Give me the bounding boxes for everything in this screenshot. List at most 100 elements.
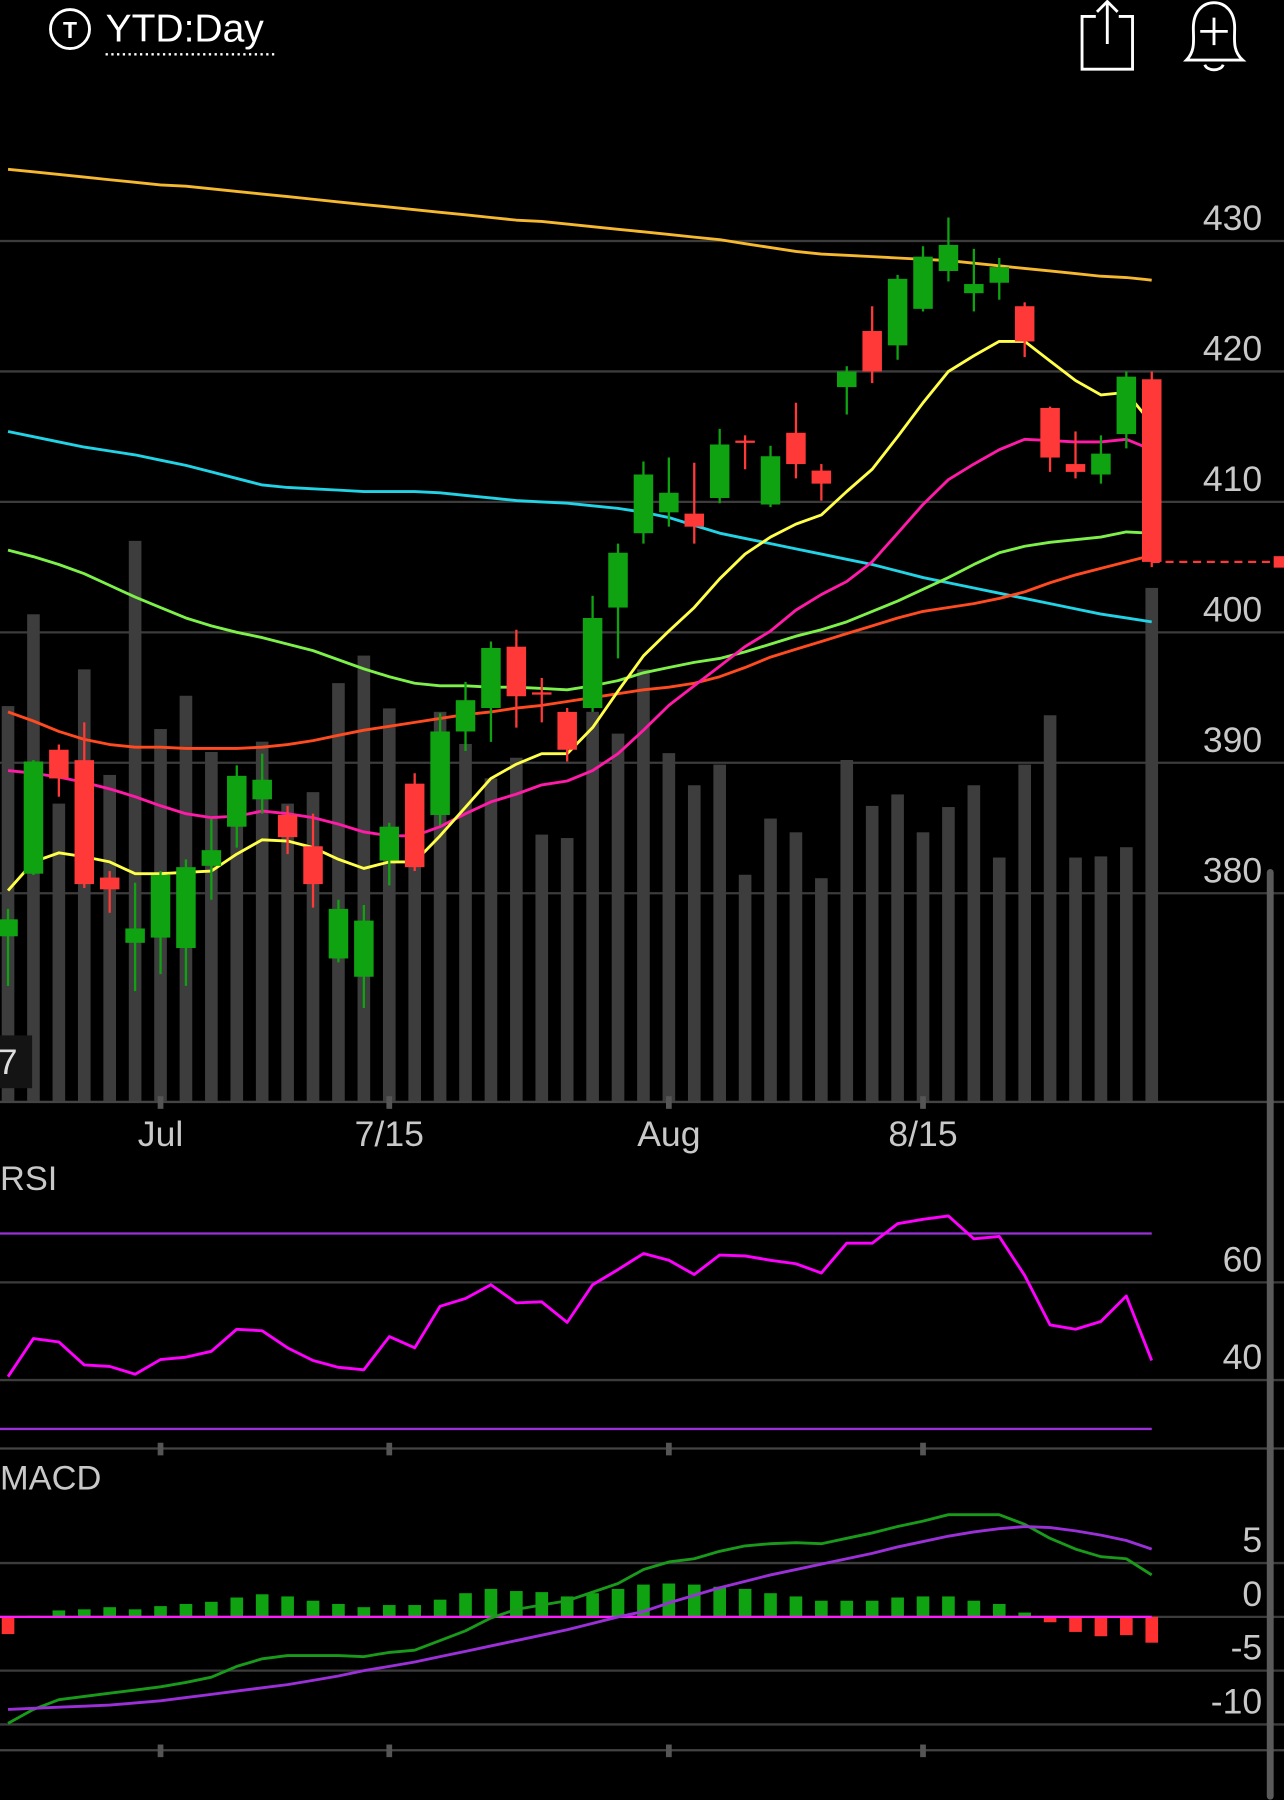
volume-bar bbox=[459, 743, 472, 1102]
candle-body bbox=[557, 711, 577, 750]
candle-body bbox=[760, 456, 781, 505]
candle-body bbox=[99, 877, 120, 890]
histogram-bar bbox=[103, 1607, 117, 1617]
alert-button[interactable] bbox=[1183, 1, 1247, 72]
histogram-bar bbox=[1120, 1616, 1133, 1636]
histogram-bar bbox=[992, 1603, 1006, 1617]
volume-bar bbox=[687, 785, 701, 1102]
histogram-bar bbox=[408, 1605, 422, 1617]
volume-bar bbox=[382, 708, 396, 1102]
y-tick-label: -5 bbox=[1231, 1628, 1263, 1668]
histogram-bar bbox=[687, 1584, 701, 1617]
histogram-bar bbox=[306, 1600, 320, 1617]
timeframe-icon-letter: T bbox=[63, 17, 77, 43]
candle-body bbox=[989, 267, 1010, 283]
volume-bar bbox=[560, 838, 574, 1102]
histogram-bar bbox=[1043, 1616, 1057, 1623]
histogram-bar bbox=[637, 1584, 650, 1617]
histogram-bar bbox=[891, 1597, 904, 1617]
indicator-line bbox=[6, 339, 1153, 892]
candle-body bbox=[176, 867, 196, 949]
candle-body bbox=[862, 331, 882, 372]
volume-bar bbox=[764, 818, 777, 1102]
indicator-line bbox=[6, 1214, 1154, 1378]
candle-body bbox=[1014, 306, 1035, 342]
plus bbox=[1200, 17, 1228, 46]
indicator-line bbox=[7, 430, 1152, 624]
histogram-bar bbox=[484, 1588, 498, 1617]
scrollbar[interactable] bbox=[1266, 869, 1274, 1800]
x-tick-label: Jul bbox=[138, 1114, 183, 1154]
histogram-bar bbox=[738, 1588, 752, 1617]
candle-body bbox=[811, 470, 832, 484]
histogram-bar bbox=[1094, 1616, 1108, 1637]
candle-body bbox=[964, 284, 984, 294]
volume-bar bbox=[865, 805, 879, 1102]
histogram-bar bbox=[281, 1596, 294, 1617]
y-tick-label: 420 bbox=[1203, 328, 1262, 368]
candle-body bbox=[1065, 464, 1086, 472]
histogram-bar bbox=[815, 1600, 828, 1617]
y-tick-label: 60 bbox=[1223, 1239, 1263, 1279]
histogram-bar bbox=[713, 1586, 726, 1617]
histogram-bar bbox=[230, 1597, 244, 1617]
volume-bar bbox=[586, 711, 599, 1102]
histogram-bar bbox=[586, 1593, 599, 1617]
volume-bar bbox=[637, 669, 650, 1102]
histogram-bar bbox=[840, 1600, 854, 1617]
y-tick-label: 0 bbox=[1242, 1574, 1262, 1614]
volume-bar bbox=[357, 655, 371, 1102]
y-tick-label: -10 bbox=[1211, 1681, 1262, 1721]
candle-body bbox=[150, 874, 171, 938]
volume-bar bbox=[230, 803, 244, 1102]
y-tick-label: 380 bbox=[1203, 850, 1262, 890]
candle-body bbox=[887, 278, 908, 346]
candle-body bbox=[608, 552, 628, 608]
candle-body bbox=[379, 826, 400, 861]
panel-title: RSI bbox=[0, 1160, 57, 1198]
candle-body bbox=[633, 474, 654, 534]
volume-bar bbox=[1145, 587, 1159, 1102]
histogram-bar bbox=[789, 1596, 803, 1617]
y-tick-label: 390 bbox=[1203, 720, 1262, 760]
volume-bar bbox=[611, 733, 625, 1102]
share-button[interactable] bbox=[1080, 0, 1134, 71]
volume-bar bbox=[332, 683, 345, 1102]
indicator-line bbox=[7, 437, 1153, 838]
candle-body bbox=[455, 700, 476, 732]
indicator-line bbox=[7, 167, 1152, 282]
volume-bar bbox=[1094, 856, 1108, 1102]
histogram-bar bbox=[967, 1600, 981, 1617]
timeframe-label[interactable]: YTD:Day bbox=[106, 8, 265, 51]
candle-body bbox=[430, 731, 450, 815]
histogram-bar bbox=[942, 1596, 955, 1617]
share-box bbox=[1080, 15, 1134, 71]
volume-bar bbox=[815, 878, 828, 1102]
candle-body bbox=[1040, 407, 1060, 458]
timeframe-icon[interactable] bbox=[49, 8, 91, 51]
volume-bar bbox=[535, 834, 549, 1102]
volume-bar bbox=[891, 794, 904, 1102]
histogram-bar bbox=[332, 1603, 345, 1617]
x-tick-label: Aug bbox=[637, 1114, 700, 1154]
volume-bar bbox=[942, 807, 955, 1102]
volume-bar bbox=[1120, 847, 1133, 1102]
candle-body bbox=[252, 779, 272, 800]
histogram-bar bbox=[357, 1607, 371, 1617]
volume-bar bbox=[840, 760, 854, 1102]
volume-bar bbox=[408, 826, 422, 1102]
candle-body bbox=[404, 783, 425, 868]
candle-body bbox=[481, 647, 501, 709]
candle-body bbox=[0, 919, 18, 937]
volume-bar bbox=[484, 778, 498, 1102]
candle-body bbox=[1116, 376, 1137, 435]
bell bbox=[1183, 1, 1247, 62]
indicator-line bbox=[7, 530, 1152, 692]
histogram-bar bbox=[1, 1616, 15, 1635]
bell-clapper bbox=[1203, 63, 1225, 72]
last-price-tag bbox=[1273, 556, 1284, 568]
candle-body bbox=[74, 760, 95, 885]
volume-bar bbox=[662, 753, 676, 1102]
histogram-bar bbox=[205, 1601, 218, 1617]
